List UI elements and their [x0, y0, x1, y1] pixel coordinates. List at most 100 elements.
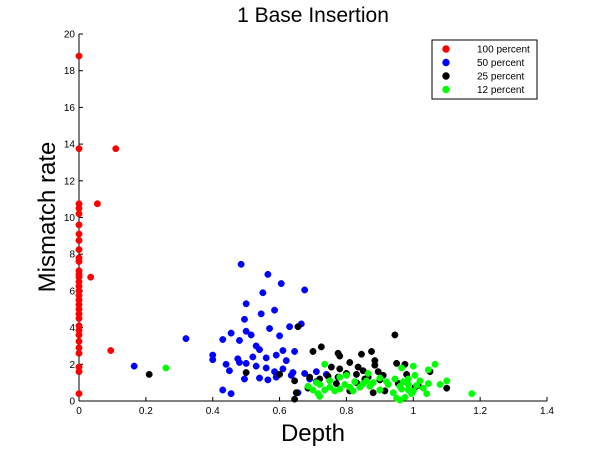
data-point	[376, 386, 384, 394]
data-point	[75, 236, 83, 244]
series-group	[75, 52, 120, 398]
data-point	[279, 365, 287, 373]
data-point	[75, 258, 83, 265]
data-point	[409, 362, 417, 370]
data-point	[349, 387, 357, 395]
data-point	[75, 230, 83, 238]
data-point	[309, 348, 317, 355]
data-point	[264, 270, 272, 278]
data-point	[236, 359, 243, 366]
legend-label: 12 percent	[477, 85, 524, 96]
data-point	[130, 362, 138, 370]
legend-label: 50 percent	[477, 58, 524, 69]
data-point	[336, 352, 344, 360]
data-point	[209, 356, 217, 364]
x-tick-label: 1.2	[473, 406, 487, 417]
data-point	[304, 382, 312, 390]
data-point	[321, 360, 329, 368]
data-point	[93, 200, 101, 208]
y-tick-label: 6	[69, 286, 75, 297]
data-point	[75, 210, 83, 218]
data-point	[341, 381, 349, 388]
data-point	[237, 260, 245, 268]
data-point	[262, 354, 270, 362]
data-point	[423, 390, 431, 398]
data-point	[279, 347, 287, 354]
data-point	[75, 368, 83, 376]
data-point	[271, 306, 279, 314]
data-point	[107, 347, 115, 354]
data-point	[266, 325, 273, 332]
data-point	[227, 329, 235, 337]
data-point	[409, 387, 417, 395]
data-point	[259, 289, 267, 297]
data-point	[75, 337, 83, 345]
data-point	[436, 381, 444, 388]
y-tick-label: 20	[64, 30, 76, 41]
data-point	[312, 379, 320, 387]
x-tick-label: 1	[411, 406, 417, 417]
data-point	[306, 373, 314, 381]
data-point	[393, 394, 401, 402]
data-point	[419, 384, 427, 392]
data-point	[389, 389, 397, 397]
data-point	[364, 370, 372, 377]
data-point	[368, 348, 375, 355]
data-point	[282, 357, 290, 365]
data-point	[336, 373, 344, 381]
data-point	[242, 359, 250, 367]
legend-marker	[442, 85, 450, 94]
data-point	[424, 366, 432, 374]
data-point	[75, 331, 83, 339]
data-point	[312, 368, 320, 376]
data-point	[262, 364, 270, 372]
x-axis-label: Depth	[281, 420, 345, 447]
data-point	[112, 145, 120, 153]
data-point	[356, 383, 364, 391]
data-point	[358, 350, 365, 358]
data-point	[75, 349, 83, 357]
data-point	[309, 386, 317, 394]
data-point	[398, 364, 406, 372]
axes: 0 0.2 0.4 0.6 0.8 1 1.2 1.4 0 2 4 6 8 10 12 14 16 18 20	[64, 30, 555, 418]
data-point	[286, 323, 294, 331]
data-point	[317, 343, 325, 351]
data-point	[241, 315, 248, 323]
y-tick-label: 10	[64, 213, 76, 224]
data-point	[413, 381, 421, 389]
data-point	[398, 385, 406, 393]
data-point	[219, 336, 227, 343]
data-point	[256, 346, 263, 354]
data-point	[276, 370, 284, 378]
data-point	[321, 386, 329, 394]
series-group	[130, 260, 330, 398]
data-point	[249, 353, 257, 361]
y-tick-label: 12	[64, 176, 76, 187]
x-tick-label: 1.4	[540, 406, 554, 417]
data-point	[242, 300, 250, 308]
series-group	[162, 360, 476, 404]
data-point	[236, 336, 243, 344]
data-point	[376, 374, 384, 382]
x-tick-label: 0	[76, 406, 82, 417]
y-tick-label: 16	[64, 103, 76, 114]
data-point	[272, 351, 280, 359]
data-point	[416, 377, 424, 385]
data-point	[276, 332, 284, 340]
data-point	[331, 387, 339, 395]
data-point	[277, 280, 285, 288]
data-point	[301, 286, 309, 294]
data-point	[241, 375, 248, 383]
data-point	[264, 376, 272, 384]
data-point	[346, 359, 354, 366]
data-point	[75, 314, 83, 322]
data-point	[219, 386, 227, 394]
data-point	[75, 221, 83, 229]
data-point	[366, 382, 374, 390]
y-tick-label: 8	[69, 250, 75, 261]
y-tick-label: 0	[69, 397, 75, 408]
legend-label: 100 percent	[477, 45, 530, 56]
data-point	[242, 369, 250, 377]
data-point	[292, 389, 300, 397]
data-point	[162, 364, 170, 372]
